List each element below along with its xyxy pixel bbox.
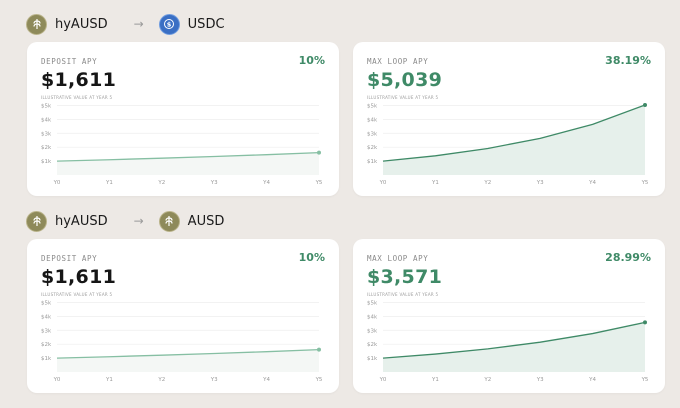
- x-tick-label: Y0: [53, 377, 61, 383]
- y-tick-label: $2k: [367, 145, 378, 151]
- series-line: [382, 321, 646, 359]
- ausd-logo-icon: [158, 210, 180, 232]
- x-tick-label: Y5: [641, 377, 649, 383]
- y-tick-label: $5k: [367, 301, 378, 307]
- series-end-point: [643, 320, 647, 325]
- x-tick-label: Y3: [536, 377, 544, 383]
- hyausd-logo-icon: [26, 13, 47, 35]
- projected-value: $5,039: [367, 69, 443, 91]
- card-label: MAX LOOP APY: [367, 254, 429, 263]
- x-tick-label: Y4: [262, 180, 270, 186]
- illustrative-note: ILLUSTRATIVE VALUE AT YEAR 5: [367, 292, 439, 297]
- y-tick-label: $3k: [41, 328, 52, 334]
- y-tick-label: $5k: [367, 104, 378, 110]
- series-end-point: [317, 347, 321, 352]
- series-line: [56, 348, 320, 359]
- card-label: DEPOSIT APY: [41, 57, 98, 66]
- x-tick-label: Y1: [105, 180, 113, 186]
- apy-percent: 28.99%: [605, 251, 651, 264]
- projected-value: $3,571: [367, 266, 443, 288]
- x-tick-label: Y4: [262, 377, 270, 383]
- y-tick-label: $2k: [367, 342, 378, 348]
- max-loop-apy-card: MAX LOOP APY 28.99% $3,571 ILLUSTRATIVE …: [353, 239, 665, 393]
- x-tick-label: Y4: [588, 180, 596, 186]
- x-tick-label: Y2: [157, 377, 165, 383]
- growth-chart: $1k $2k $3k $4k $5k Y0 Y1 Y2 Y3 Y4 Y5: [367, 103, 649, 186]
- area-fill: [383, 322, 645, 372]
- y-tick-label: $5k: [41, 301, 52, 307]
- usdc-logo-icon: $: [158, 13, 180, 35]
- growth-chart: $1k $2k $3k $4k $5k Y0 Y1 Y2 Y3 Y4 Y5: [41, 104, 323, 186]
- y-tick-label: $5k: [41, 104, 52, 110]
- y-tick-label: $3k: [41, 131, 52, 137]
- card-label: DEPOSIT APY: [41, 254, 98, 263]
- x-tick-label: Y2: [157, 180, 165, 186]
- projected-value: $1,611: [41, 69, 117, 91]
- y-tick-label: $1k: [41, 159, 52, 165]
- x-tick-label: Y0: [379, 180, 387, 186]
- series-end-point: [317, 150, 321, 155]
- projected-value: $1,611: [41, 266, 117, 288]
- max-loop-apy-card: MAX LOOP APY 38.19% $5,039 ILLUSTRATIVE …: [353, 42, 665, 196]
- x-tick-label: Y0: [53, 180, 61, 186]
- token-pair-header: hyAUSD → AUSD: [26, 208, 224, 234]
- to-token-name: USDC: [187, 16, 225, 32]
- arrow-right-icon: →: [133, 214, 144, 228]
- deposit-apy-card: DEPOSIT APY 10% $1,611 ILLUSTRATIVE VALU…: [27, 42, 339, 196]
- illustrative-note: ILLUSTRATIVE VALUE AT YEAR 5: [367, 95, 439, 100]
- y-tick-label: $4k: [41, 117, 52, 123]
- x-tick-label: Y3: [536, 180, 544, 186]
- x-tick-label: Y3: [210, 180, 218, 186]
- card-label: MAX LOOP APY: [367, 57, 429, 66]
- y-tick-label: $1k: [41, 356, 52, 362]
- series-line: [56, 151, 320, 162]
- arrow-right-icon: →: [133, 17, 144, 31]
- y-tick-label: $2k: [41, 145, 52, 151]
- y-tick-label: $4k: [41, 314, 52, 320]
- series-line: [382, 104, 646, 162]
- from-token-name: hyAUSD: [55, 213, 108, 229]
- apy-percent: 38.19%: [605, 54, 651, 67]
- y-tick-label: $4k: [367, 314, 378, 320]
- to-token-name: AUSD: [187, 213, 225, 229]
- x-tick-label: Y4: [588, 377, 596, 383]
- y-tick-label: $2k: [41, 342, 52, 348]
- x-tick-label: Y0: [379, 377, 387, 383]
- y-tick-label: $3k: [367, 131, 378, 137]
- area-fill: [57, 349, 319, 372]
- area-fill: [57, 152, 319, 175]
- growth-chart: $1k $2k $3k $4k $5k Y0 Y1 Y2 Y3 Y4 Y5: [367, 301, 649, 383]
- y-tick-label: $3k: [367, 328, 378, 334]
- apy-percent: 10%: [298, 251, 325, 264]
- y-tick-label: $1k: [367, 356, 378, 362]
- x-tick-label: Y5: [315, 377, 323, 383]
- hyausd-logo-icon: [26, 210, 47, 232]
- from-token-name: hyAUSD: [55, 16, 108, 32]
- svg-text:$: $: [167, 20, 172, 28]
- illustrative-note: ILLUSTRATIVE VALUE AT YEAR 5: [41, 95, 113, 100]
- x-tick-label: Y3: [210, 377, 218, 383]
- token-pair-header: hyAUSD → $ USDC: [26, 11, 225, 37]
- y-tick-label: $1k: [367, 159, 378, 165]
- series-end-point: [643, 103, 647, 108]
- x-tick-label: Y1: [431, 377, 439, 383]
- x-tick-label: Y1: [431, 180, 439, 186]
- x-tick-label: Y5: [315, 180, 323, 186]
- x-tick-label: Y2: [483, 377, 491, 383]
- area-fill: [383, 105, 645, 175]
- apy-percent: 10%: [298, 54, 325, 67]
- deposit-apy-card: DEPOSIT APY 10% $1,611 ILLUSTRATIVE VALU…: [27, 239, 339, 393]
- illustrative-note: ILLUSTRATIVE VALUE AT YEAR 5: [41, 292, 113, 297]
- x-tick-label: Y1: [105, 377, 113, 383]
- x-tick-label: Y5: [641, 180, 649, 186]
- x-tick-label: Y2: [483, 180, 491, 186]
- y-tick-label: $4k: [367, 117, 378, 123]
- growth-chart: $1k $2k $3k $4k $5k Y0 Y1 Y2 Y3 Y4 Y5: [41, 301, 323, 383]
